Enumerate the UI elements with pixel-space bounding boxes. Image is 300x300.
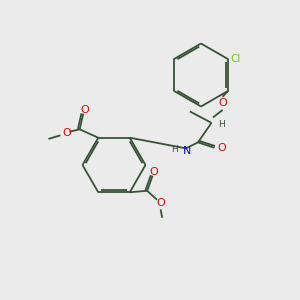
Text: O: O [217, 143, 226, 153]
Text: O: O [150, 167, 158, 177]
Text: O: O [80, 105, 89, 115]
Text: O: O [62, 128, 71, 138]
Text: N: N [183, 146, 191, 156]
Text: O: O [218, 98, 227, 108]
Text: Cl: Cl [231, 54, 241, 64]
Text: H: H [171, 145, 178, 154]
Text: O: O [156, 198, 165, 208]
Text: H: H [218, 120, 225, 129]
